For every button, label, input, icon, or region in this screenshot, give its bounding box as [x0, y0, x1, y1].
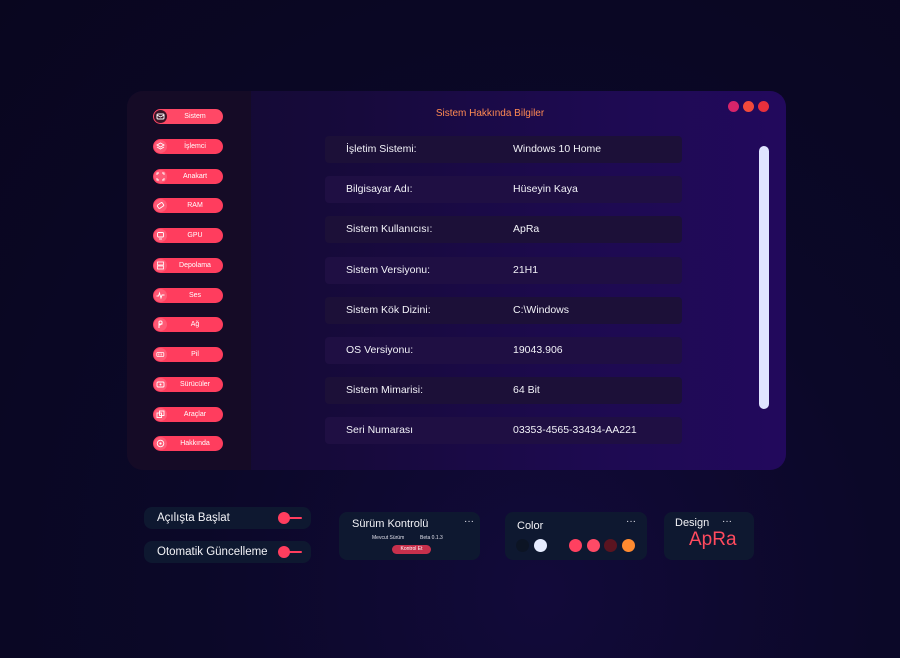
sidebar-item-6[interactable]: Ses: [153, 287, 223, 303]
color-swatch-4[interactable]: [604, 539, 617, 552]
sidebar-item-label: Pil: [191, 351, 199, 358]
close-button[interactable]: [758, 101, 769, 112]
brand-logo-text: ApRa: [689, 529, 737, 550]
processor-icon: [154, 139, 167, 153]
color-swatch-3[interactable]: [587, 539, 600, 552]
color-swatch-5[interactable]: [622, 539, 635, 552]
info-row-label: OS Versiyonu:: [346, 344, 414, 356]
sidebar-item-label: GPU: [187, 232, 203, 239]
scrollbar[interactable]: [759, 146, 769, 409]
sidebar-item-label: Hakkında: [180, 440, 210, 448]
sidebar-item-11[interactable]: Hakkında: [153, 436, 223, 452]
info-row: Seri Numarası 03353-4565-33434-AA221: [325, 417, 682, 445]
info-row-value: 64 Bit: [513, 384, 540, 397]
sidebar-item-label: Araçlar: [183, 410, 207, 418]
sidebar-item-9[interactable]: Sürücüler: [153, 376, 223, 392]
ram-icon: [154, 199, 167, 213]
startup-toggle[interactable]: [278, 512, 290, 524]
version-card-title: Sürüm Kontrolü: [352, 518, 429, 530]
sidebar-item-3[interactable]: RAM: [153, 198, 223, 214]
design-card-title: Design: [675, 517, 710, 529]
info-row: Sistem Versiyonu: 21H1: [325, 256, 682, 284]
color-card: Color ···: [505, 512, 647, 560]
info-row-label: Seri Numarası: [346, 424, 414, 437]
sidebar-item-label: Ses: [188, 291, 202, 299]
gpu-icon: [154, 229, 167, 242]
info-row-value: Hüseyin Kaya: [513, 183, 578, 196]
drivers-icon: [154, 377, 167, 391]
sidebar-item-label: Sürücüler: [180, 380, 210, 388]
sidebar-item-label: Ağ: [190, 321, 200, 329]
info-row-label: İşletim Sistemi:: [346, 143, 417, 155]
info-row: Bilgisayar Adı: Hüseyin Kaya: [325, 176, 682, 204]
sidebar-item-label: İşlemci: [184, 142, 206, 150]
startup-toggle-card: Açılışta Başlat: [144, 507, 311, 529]
info-row-value: C:\Windows: [513, 303, 570, 316]
startup-toggle-label: Açılışta Başlat: [157, 512, 230, 524]
battery-icon: [154, 348, 167, 361]
motherboard-icon: [154, 169, 167, 183]
sound-icon: [154, 288, 167, 302]
sidebar-item-7[interactable]: Ağ: [153, 317, 223, 333]
minimize-button[interactable]: [728, 101, 739, 112]
info-row: Sistem Kullanıcısı: ApRa: [325, 216, 682, 244]
system-icon: [154, 110, 167, 123]
info-row: İşletim Sistemi: Windows 10 Home: [325, 136, 682, 163]
sidebar-item-2[interactable]: Anakart: [153, 168, 223, 184]
color-card-title: Color: [517, 520, 544, 532]
info-row-label: Sistem Kullanıcısı:: [346, 223, 433, 236]
info-row-label: Sistem Mimarisi:: [346, 384, 424, 397]
color-swatch-2[interactable]: [569, 539, 582, 552]
check-version-button[interactable]: Kontrol Et: [392, 545, 431, 554]
info-row-label: Sistem Kök Dizini:: [346, 303, 431, 316]
sidebar-item-5[interactable]: Depolama: [153, 257, 223, 273]
info-row-value: 19043.906: [513, 344, 563, 356]
sidebar-item-label: Anakart: [182, 172, 208, 180]
tools-icon: [154, 407, 167, 421]
info-row-value: 21H1: [513, 263, 539, 276]
current-version-label: Mevcut Sürüm: [372, 535, 405, 541]
info-row-value: ApRa: [513, 223, 540, 236]
color-menu-icon[interactable]: ···: [626, 516, 636, 527]
sidebar: Sistem İşlemci Anakart RAM GPU Depolama Ses Ağ P…: [127, 91, 251, 470]
sidebar-item-label: Sistem: [184, 113, 206, 120]
storage-icon: [154, 258, 167, 272]
info-row-label: Sistem Versiyonu:: [346, 263, 431, 276]
sidebar-item-4[interactable]: GPU: [153, 228, 223, 243]
info-row-label: Bilgisayar Adı:: [346, 183, 413, 196]
info-row: OS Versiyonu: 19043.906: [325, 337, 682, 364]
sidebar-item-1[interactable]: İşlemci: [153, 138, 223, 154]
system-info-window: Sistem İşlemci Anakart RAM GPU Depolama Ses Ağ P…: [127, 91, 786, 470]
sidebar-item-label: RAM: [187, 202, 203, 210]
sidebar-item-10[interactable]: Araçlar: [153, 406, 223, 422]
maximize-button[interactable]: [743, 101, 754, 112]
auto-update-toggle-label: Otomatik Güncelleme: [157, 546, 268, 558]
startup-toggle-track[interactable]: [286, 517, 302, 519]
auto-update-toggle-card: Otomatik Güncelleme: [144, 541, 311, 563]
info-row-value: 03353-4565-33434-AA221: [513, 424, 637, 437]
network-icon: [154, 318, 167, 332]
info-row-value: Windows 10 Home: [513, 143, 602, 155]
sidebar-item-8[interactable]: Pil: [153, 347, 223, 362]
version-card: Sürüm Kontrolü ··· Mevcut Sürüm Beta 0.1…: [339, 512, 480, 560]
color-swatch-1[interactable]: [534, 539, 547, 552]
design-card: Design ··· ApRa: [664, 512, 754, 560]
sidebar-item-0[interactable]: Sistem: [153, 109, 223, 124]
current-version-value: Beta 0.1.3: [420, 535, 443, 541]
color-swatch-0[interactable]: [516, 539, 529, 552]
window-title: Sistem Hakkında Bilgiler: [435, 108, 545, 119]
sidebar-item-label: Depolama: [179, 261, 211, 269]
auto-update-toggle[interactable]: [278, 546, 290, 558]
auto-update-toggle-track[interactable]: [286, 551, 302, 553]
info-row: Sistem Kök Dizini: C:\Windows: [325, 296, 682, 324]
version-menu-icon[interactable]: ···: [464, 516, 474, 527]
design-menu-icon[interactable]: ···: [722, 516, 732, 527]
about-icon: [154, 437, 167, 451]
info-row: Sistem Mimarisi: 64 Bit: [325, 377, 682, 405]
